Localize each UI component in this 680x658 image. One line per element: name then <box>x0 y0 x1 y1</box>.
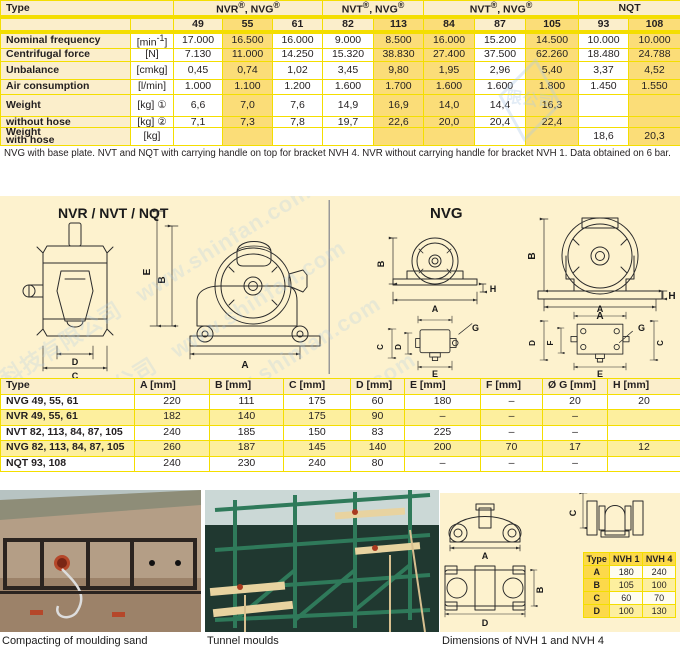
svg-text:A: A <box>432 304 439 314</box>
svg-text:D: D <box>482 618 489 628</box>
svg-text:H: H <box>668 291 675 302</box>
svg-text:G: G <box>638 323 645 333</box>
svg-text:H: H <box>490 284 497 294</box>
svg-text:D: D <box>72 357 79 367</box>
svg-text:C: C <box>568 509 578 516</box>
svg-text:E: E <box>142 268 153 275</box>
svg-text:B: B <box>157 276 168 283</box>
svg-text:D: D <box>528 340 537 346</box>
svg-text:B: B <box>376 260 386 267</box>
svg-text:B: B <box>535 586 545 593</box>
svg-text:G: G <box>472 323 479 333</box>
svg-text:A: A <box>597 304 604 314</box>
svg-text:C: C <box>376 344 385 350</box>
svg-text:A: A <box>482 551 489 561</box>
svg-text:F: F <box>546 340 555 345</box>
svg-text:A: A <box>241 360 248 371</box>
svg-text:D: D <box>394 344 403 350</box>
svg-text:B: B <box>527 252 538 259</box>
svg-text:C: C <box>656 340 665 346</box>
